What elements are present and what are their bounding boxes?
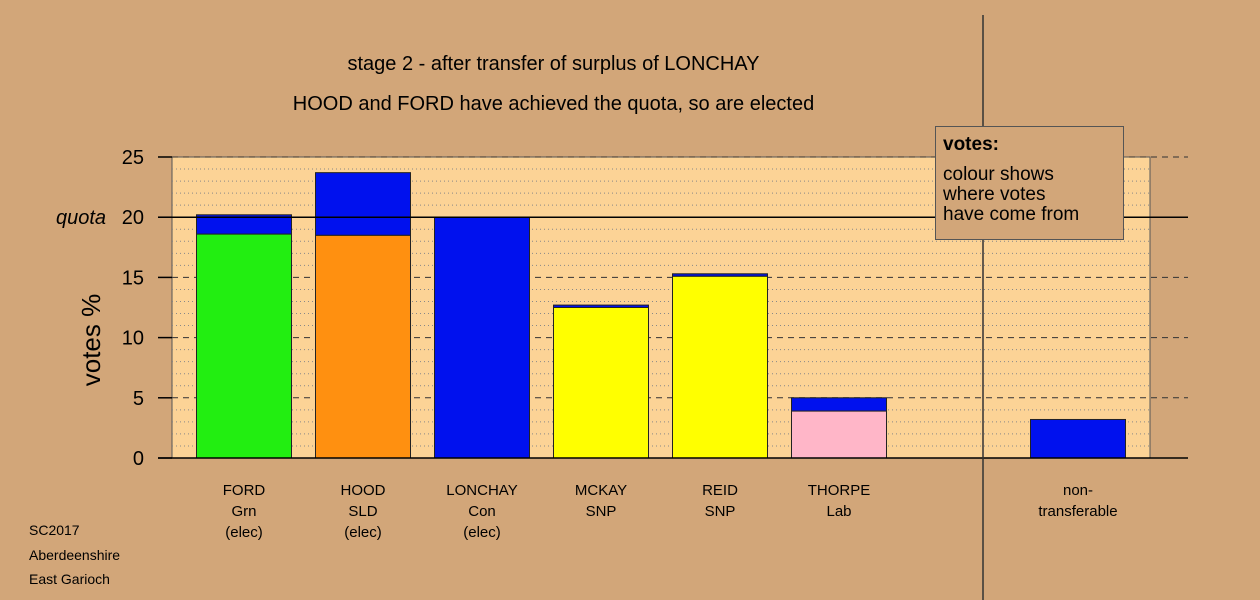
footer-ward: East Garioch bbox=[29, 571, 110, 587]
category-label-line: FORD bbox=[222, 482, 266, 499]
y-axis-label: votes % bbox=[76, 294, 106, 387]
bar-segment bbox=[672, 275, 768, 459]
category-label: FORD Grn (elec) bbox=[179, 480, 309, 543]
bar-segment bbox=[553, 304, 649, 309]
bar-segment bbox=[791, 410, 887, 459]
category-label-line: MCKAY bbox=[574, 482, 628, 499]
category-label-line: (elec) bbox=[344, 524, 382, 541]
footer-council: Aberdeenshire bbox=[29, 547, 121, 563]
bar-segment bbox=[196, 233, 292, 459]
legend-box: votes: colour shows where votes have com… bbox=[935, 126, 1124, 240]
bar-segment bbox=[553, 307, 649, 459]
category-label: HOOD SLD (elec) bbox=[298, 480, 428, 543]
category-label-line: SLD bbox=[348, 503, 378, 520]
category-label-line: SNP bbox=[585, 503, 617, 520]
category-label-line: transferable bbox=[1038, 503, 1118, 520]
category-label-line: non- bbox=[1062, 482, 1094, 499]
category-label-line: (elec) bbox=[463, 524, 501, 541]
category-label-line: Lab bbox=[826, 503, 852, 520]
bar-segment bbox=[791, 397, 887, 412]
y-tick-label: 0 bbox=[133, 448, 144, 470]
category-label-line: Grn bbox=[231, 503, 257, 520]
category-label-line: SNP bbox=[704, 503, 736, 520]
y-tick-label: 5 bbox=[133, 388, 144, 410]
category-label-line: Con bbox=[468, 503, 496, 520]
bar-segment bbox=[1030, 418, 1126, 459]
category-label: REID SNP bbox=[655, 480, 785, 522]
category-label-line: THORPE bbox=[807, 482, 871, 499]
chart-title: stage 2 - after transfer of surplus of L… bbox=[347, 53, 760, 75]
bar-segment bbox=[315, 172, 411, 236]
legend-title: votes: bbox=[943, 134, 999, 155]
bar-segment bbox=[196, 214, 292, 235]
footer-election: SC2017 bbox=[29, 522, 80, 538]
y-tick-label: 10 bbox=[122, 328, 144, 350]
category-label: MCKAY SNP bbox=[536, 480, 666, 522]
category-label-line: (elec) bbox=[225, 524, 263, 541]
quota-label: quota bbox=[56, 207, 106, 229]
category-label-line: REID bbox=[702, 482, 738, 499]
chart-subtitle: HOOD and FORD have achieved the quota, s… bbox=[292, 93, 815, 115]
category-label-line: LONCHAY bbox=[446, 482, 518, 499]
bar-segment bbox=[672, 273, 768, 277]
bar-segment bbox=[434, 216, 530, 459]
category-label: non-transferable bbox=[1013, 480, 1143, 522]
y-tick-label: 25 bbox=[122, 147, 144, 169]
y-tick-label: 15 bbox=[122, 267, 144, 289]
bar-segment bbox=[315, 234, 411, 459]
y-tick-label: 20 bbox=[122, 207, 144, 229]
legend-body: colour shows where votes have come from bbox=[943, 164, 1080, 225]
category-label: LONCHAY Con (elec) bbox=[417, 480, 547, 543]
category-label-line: HOOD bbox=[340, 482, 386, 499]
category-label: THORPE Lab bbox=[774, 480, 904, 522]
